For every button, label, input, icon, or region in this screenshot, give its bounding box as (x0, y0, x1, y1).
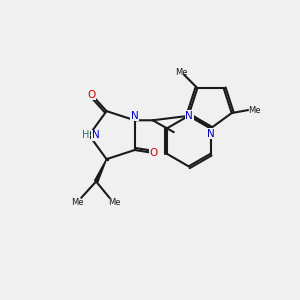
Text: N: N (207, 129, 214, 139)
Text: Me: Me (248, 106, 261, 115)
Polygon shape (94, 159, 106, 182)
Text: Me: Me (176, 68, 188, 77)
Text: Me: Me (109, 198, 121, 207)
Text: N: N (185, 111, 193, 121)
Text: N: N (92, 130, 100, 140)
Text: H: H (82, 130, 89, 140)
Text: O: O (88, 90, 96, 100)
Text: O: O (149, 148, 157, 158)
Text: N: N (131, 111, 139, 121)
Text: Me: Me (71, 198, 84, 207)
